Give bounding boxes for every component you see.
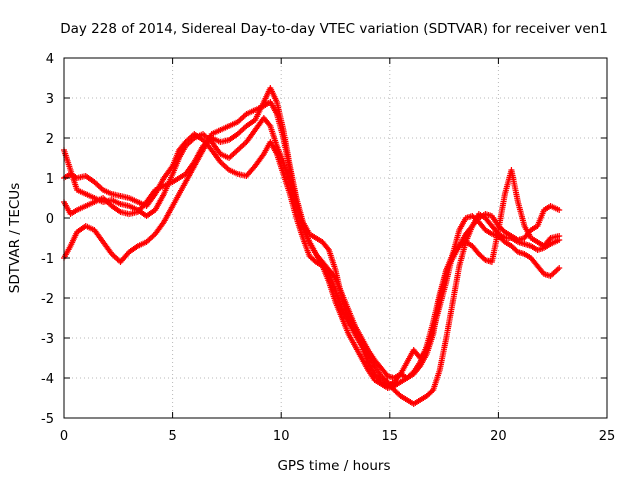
x-tick-label: 5 (168, 429, 176, 444)
x-tick-label: 10 (273, 429, 290, 444)
data-point-marker (324, 245, 331, 252)
y-tick-label: -1 (41, 252, 54, 267)
x-tick-label: 0 (60, 429, 68, 444)
x-tick-label: 20 (490, 429, 507, 444)
y-tick-label: 4 (46, 52, 54, 67)
x-tick-label: 25 (599, 429, 616, 444)
y-tick-label: 2 (46, 132, 54, 147)
y-axis-label: SDTVAR / TECUs (7, 183, 23, 293)
y-tick-label: 3 (46, 92, 54, 107)
y-tick-label: -2 (41, 292, 54, 307)
series-layer (61, 85, 563, 407)
y-tick-label: 1 (46, 172, 54, 187)
data-point-marker (266, 121, 273, 128)
data-point-marker (428, 388, 435, 395)
grid-layer (64, 58, 607, 418)
data-point-marker (556, 207, 563, 213)
plot-frame (63, 57, 608, 419)
x-tick-label: 15 (382, 429, 399, 444)
data-point-marker (556, 233, 563, 239)
y-tick-label: -5 (41, 412, 54, 427)
data-point-marker (416, 364, 423, 371)
series-track-4 (61, 99, 563, 381)
data-point-marker (556, 265, 563, 271)
y-tick-label: 0 (46, 212, 54, 227)
series-track-1 (61, 115, 563, 389)
y-tick-label: -4 (41, 372, 54, 387)
data-point-marker (331, 273, 338, 280)
y-tick-label: -3 (41, 332, 54, 347)
x-axis-label: GPS time / hours (277, 458, 390, 474)
chart-title: Day 228 of 2014, Sidereal Day-to-day VTE… (60, 21, 608, 37)
tick-layer: 0 5 10 15 20 25 -5 -4 -3 -2 -1 0 1 2 3 4 (41, 52, 615, 444)
